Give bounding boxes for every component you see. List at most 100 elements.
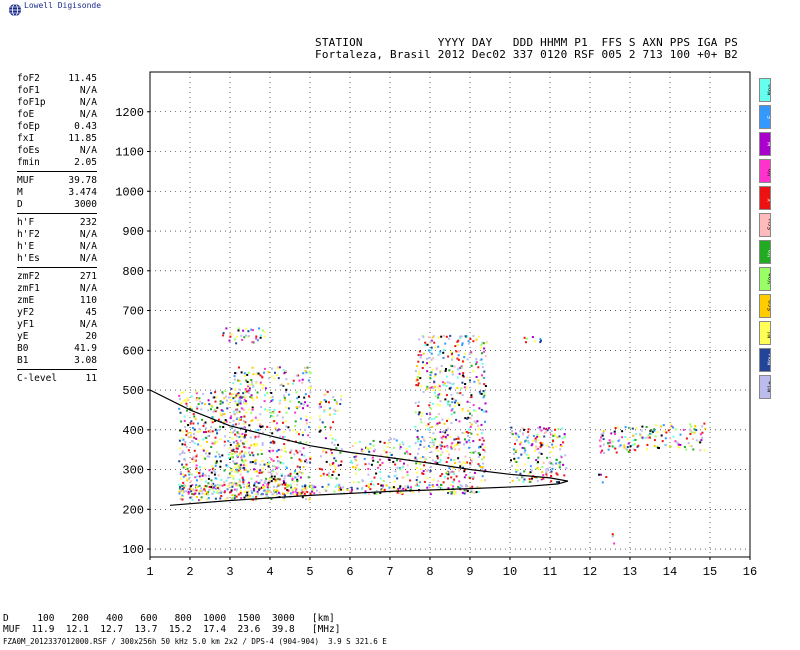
echo-point bbox=[417, 382, 420, 385]
echo-point bbox=[233, 482, 236, 485]
echo-point bbox=[534, 450, 536, 452]
echo-point bbox=[655, 424, 658, 427]
echo-point bbox=[211, 405, 214, 408]
echo-point bbox=[230, 415, 233, 418]
param-row: foEs N/A bbox=[17, 145, 97, 157]
echo-point bbox=[211, 419, 213, 422]
param-value: N/A bbox=[79, 145, 97, 156]
echo-point bbox=[296, 483, 299, 486]
echo-point bbox=[677, 445, 680, 448]
echo-point bbox=[465, 485, 468, 488]
echo-point bbox=[439, 400, 442, 403]
param-key: zmE bbox=[17, 295, 35, 306]
echo-point bbox=[246, 485, 249, 488]
echo-point bbox=[422, 352, 425, 355]
echo-point bbox=[523, 463, 526, 466]
echo-point bbox=[421, 367, 424, 369]
echo-point bbox=[451, 383, 454, 386]
param-row: zmE 110 bbox=[17, 295, 97, 307]
echo-point bbox=[247, 385, 249, 388]
echo-point bbox=[672, 426, 675, 429]
echo-point bbox=[221, 454, 224, 457]
echo-point bbox=[261, 492, 263, 495]
echo-point bbox=[477, 382, 480, 385]
echo-point bbox=[373, 492, 376, 495]
echo-point bbox=[180, 437, 183, 440]
echo-point bbox=[220, 478, 223, 481]
echo-point bbox=[183, 484, 186, 487]
echo-point bbox=[429, 413, 432, 416]
echo-point bbox=[484, 402, 487, 405]
echo-point bbox=[469, 379, 471, 382]
param-row: foF1p N/A bbox=[17, 97, 97, 109]
echo-point bbox=[459, 484, 462, 487]
echo-point bbox=[475, 363, 477, 366]
echo-point bbox=[369, 447, 372, 450]
echo-point bbox=[270, 475, 273, 478]
echo-point bbox=[528, 480, 531, 483]
echo-point bbox=[523, 428, 525, 431]
echo-point bbox=[614, 433, 617, 436]
echo-point bbox=[258, 433, 261, 436]
echo-point bbox=[229, 458, 231, 460]
echo-point bbox=[267, 371, 270, 374]
echo-point bbox=[546, 444, 549, 447]
echo-point bbox=[245, 400, 247, 403]
echo-point bbox=[247, 330, 250, 333]
echo-point bbox=[534, 446, 537, 449]
echo-point bbox=[374, 448, 376, 451]
echo-point bbox=[283, 396, 286, 399]
echo-point bbox=[453, 493, 456, 496]
echo-point bbox=[427, 469, 430, 472]
echo-point bbox=[365, 484, 368, 487]
param-key: h'F bbox=[17, 217, 35, 228]
echo-point bbox=[354, 458, 357, 461]
echo-point bbox=[270, 415, 273, 417]
param-value: 2.05 bbox=[74, 157, 97, 168]
echo-point bbox=[274, 490, 277, 493]
echo-point bbox=[290, 449, 293, 452]
echo-point bbox=[192, 413, 195, 416]
echo-point bbox=[450, 492, 453, 495]
echo-point bbox=[305, 419, 308, 422]
echo-point bbox=[271, 432, 274, 435]
echo-point bbox=[261, 442, 264, 445]
x-tick-label: 5 bbox=[306, 565, 313, 579]
param-row: h'E N/A bbox=[17, 241, 97, 253]
echo-point bbox=[393, 437, 396, 440]
echo-point bbox=[685, 448, 688, 451]
echo-point bbox=[233, 378, 236, 381]
echo-point bbox=[304, 460, 307, 463]
echo-point bbox=[186, 397, 189, 400]
param-row: foEp 0.43 bbox=[17, 121, 97, 133]
echo-point bbox=[236, 471, 239, 474]
echo-point bbox=[559, 448, 562, 451]
echo-point bbox=[232, 496, 234, 499]
echo-point bbox=[563, 474, 566, 477]
echo-point bbox=[235, 495, 238, 498]
echo-point bbox=[388, 439, 390, 442]
echo-point bbox=[232, 477, 235, 480]
echo-point bbox=[305, 422, 308, 425]
echo-point bbox=[601, 434, 604, 437]
echo-point bbox=[470, 364, 473, 367]
echo-point bbox=[432, 432, 435, 435]
echo-point bbox=[213, 396, 216, 399]
param-value: 3.474 bbox=[68, 187, 97, 198]
echo-point bbox=[218, 428, 221, 431]
echo-point bbox=[394, 470, 397, 473]
echo-point bbox=[431, 402, 434, 405]
echo-point bbox=[306, 366, 309, 369]
echo-point bbox=[179, 453, 181, 456]
echo-point bbox=[365, 447, 368, 450]
echo-point bbox=[547, 427, 550, 430]
echo-point bbox=[545, 473, 548, 476]
echo-point bbox=[619, 444, 622, 447]
param-row: yF2 45 bbox=[17, 307, 97, 319]
echo-point bbox=[417, 413, 420, 416]
echo-point bbox=[361, 488, 363, 491]
echo-point bbox=[406, 485, 409, 488]
echo-point bbox=[456, 340, 459, 343]
echo-point bbox=[309, 461, 311, 464]
